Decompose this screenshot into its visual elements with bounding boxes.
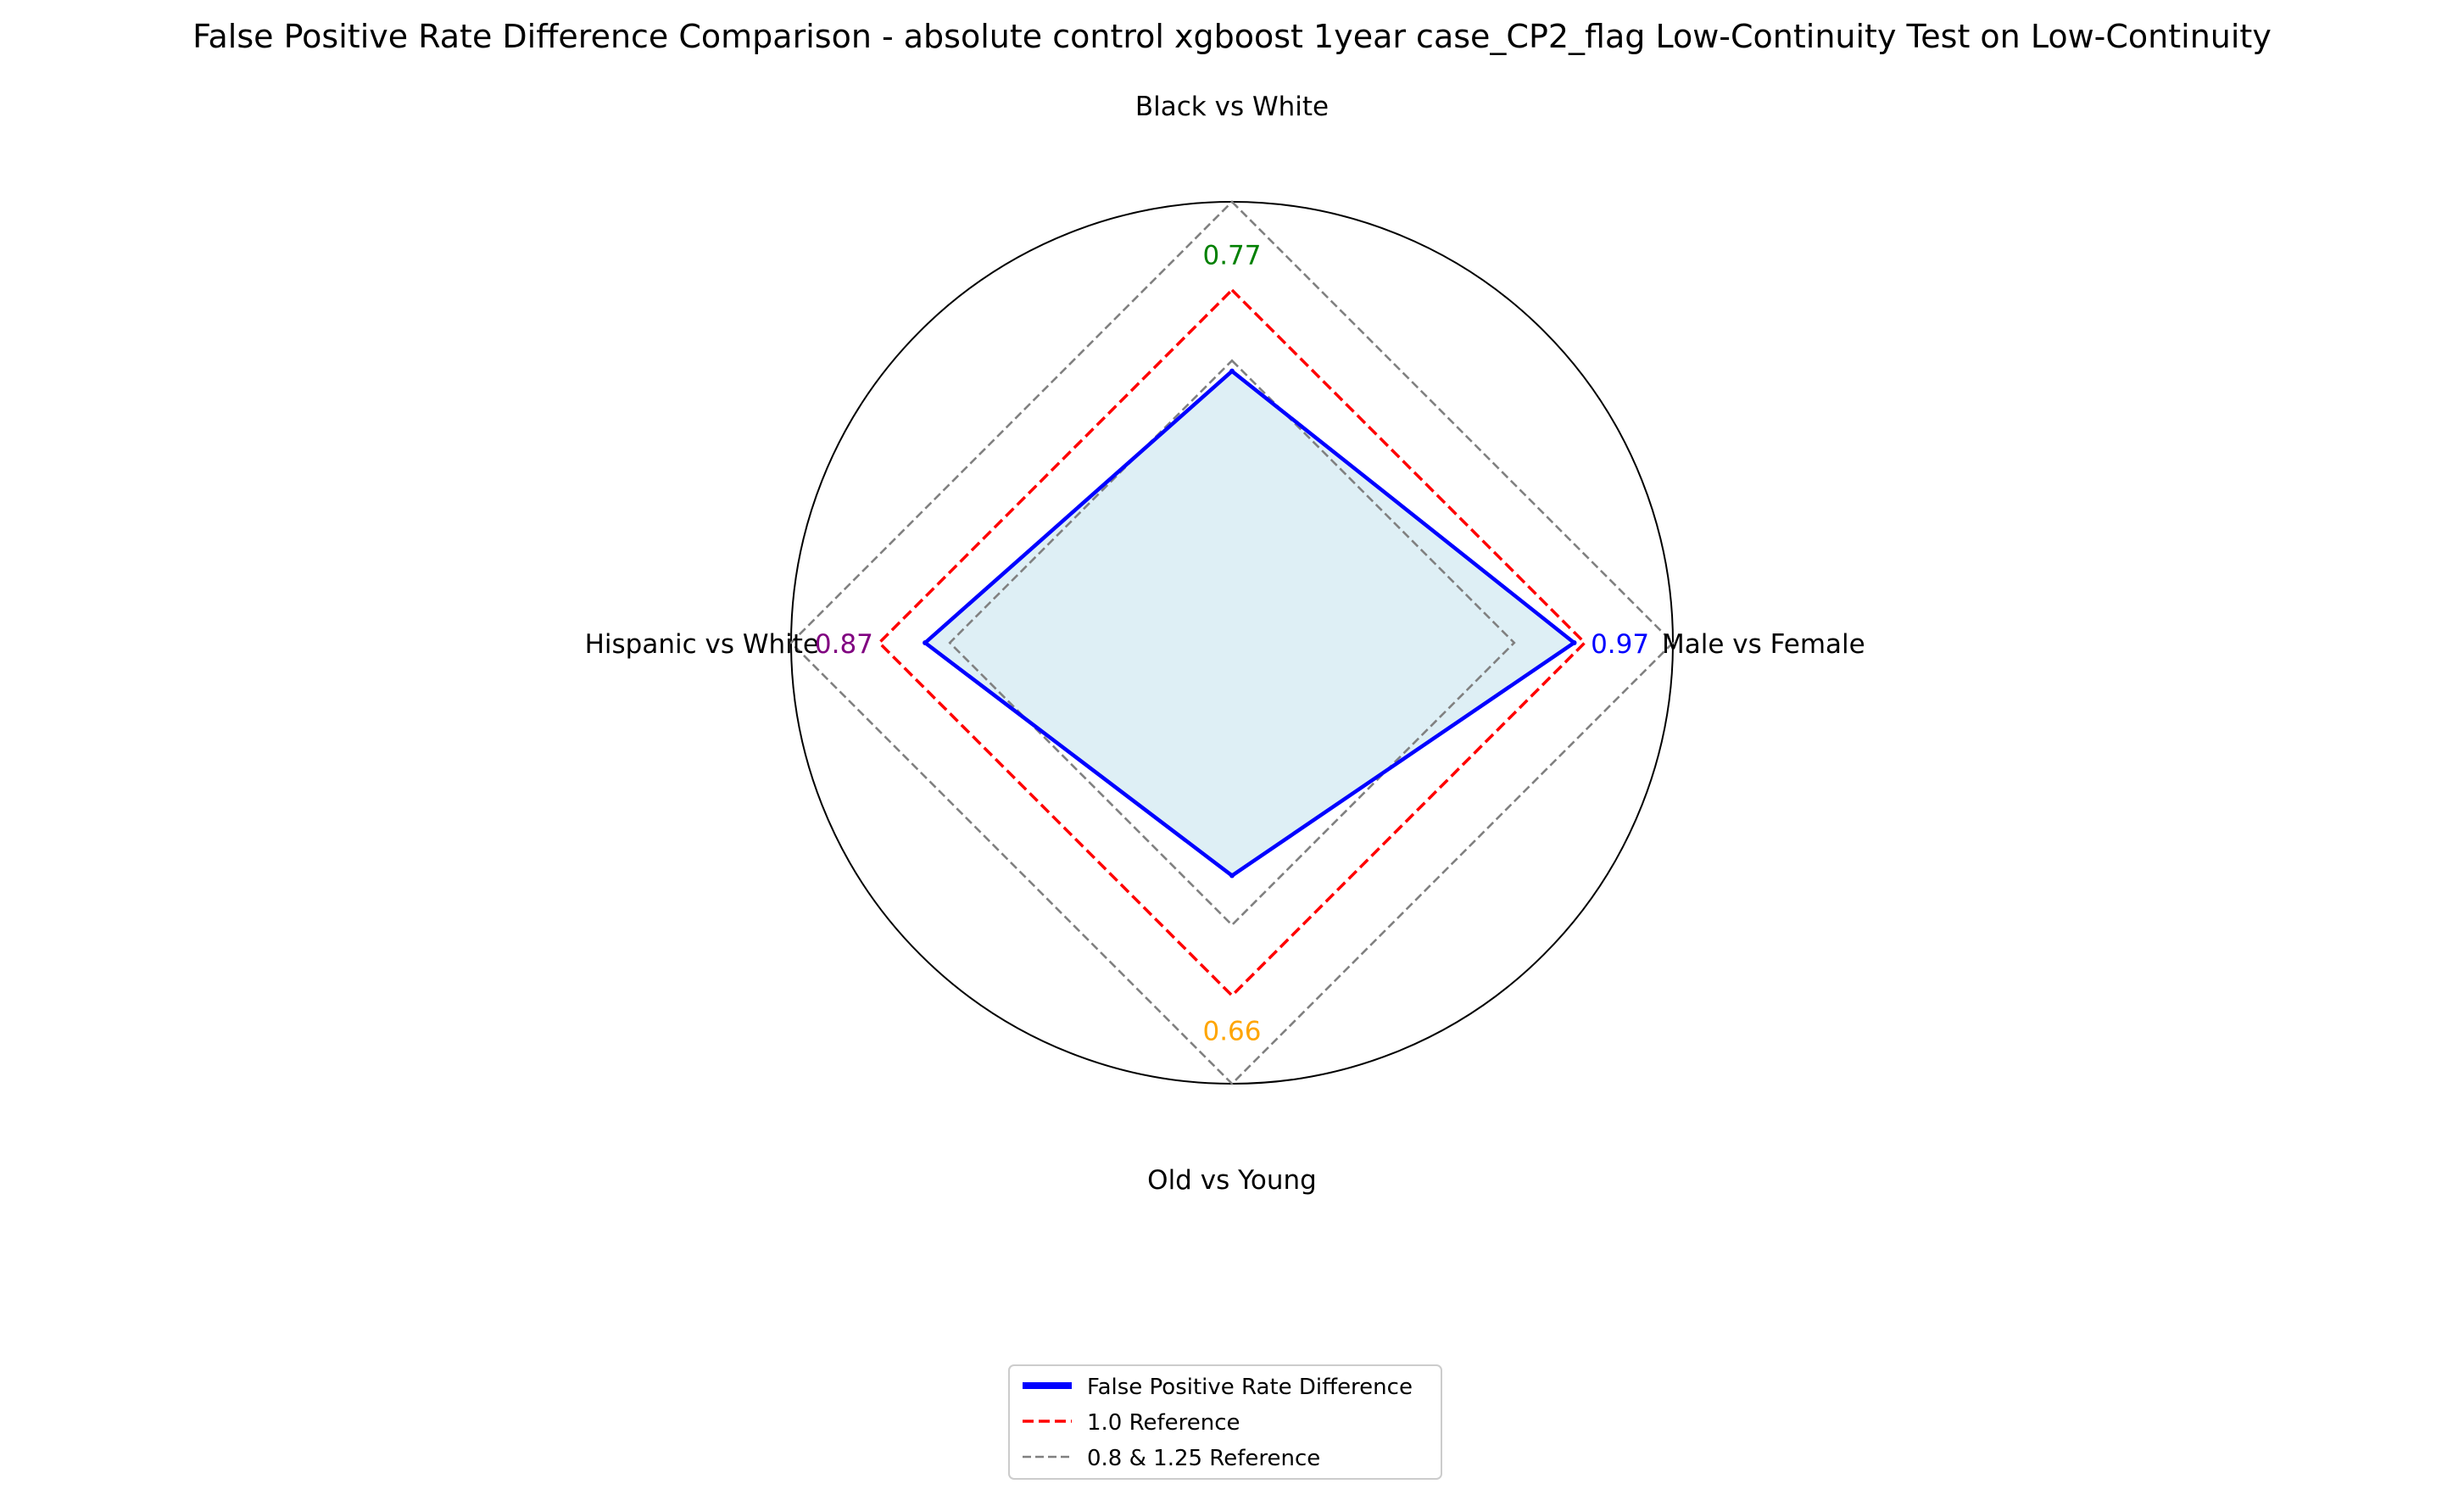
value-label-1: 0.97 — [1591, 629, 1649, 660]
data-point-3 — [923, 640, 928, 645]
axis-label-0: Black vs White — [1135, 92, 1329, 122]
data-point-0 — [1229, 368, 1235, 374]
axis-label-2: Old vs Young — [1147, 1165, 1317, 1196]
value-label-3: 0.87 — [815, 629, 873, 660]
value-label-2: 0.66 — [1202, 1017, 1261, 1047]
data-point-2 — [1229, 873, 1235, 879]
chart-title: False Positive Rate Difference Compariso… — [192, 18, 2272, 55]
legend-label-0: False Positive Rate Difference — [1087, 1375, 1413, 1400]
reference-ring-1 — [877, 287, 1587, 998]
value-label-0: 0.77 — [1202, 240, 1261, 271]
legend-label-1: 1.0 Reference — [1087, 1410, 1240, 1436]
series-fill — [925, 371, 1575, 876]
reference-ring-0_8 — [948, 359, 1516, 927]
legend: False Positive Rate Difference 1.0 Refere… — [1008, 1364, 1442, 1480]
axis-label-1: Male vs Female — [1662, 629, 1865, 660]
reference-ring-1_25 — [789, 200, 1675, 1085]
legend-label-2: 0.8 & 1.25 Reference — [1087, 1446, 1320, 1471]
legend-frame — [1008, 1364, 1442, 1480]
axis-label-3: Hispanic vs White — [585, 629, 819, 660]
data-point-1 — [1571, 640, 1577, 645]
